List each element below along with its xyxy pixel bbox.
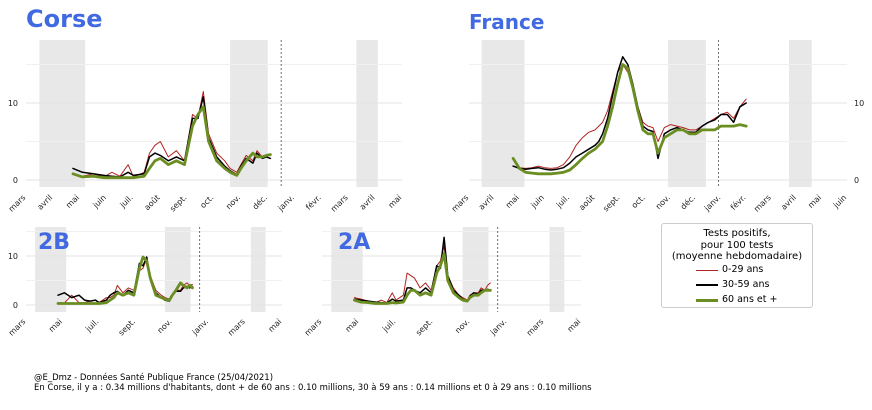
x-tick-2-5: janv.: [190, 317, 210, 337]
panel-title-2: 2B: [38, 230, 70, 255]
x-tick-3-2: juil.: [380, 317, 397, 334]
x-tick-3-1: mai: [343, 317, 360, 334]
x-tick-0-5: août: [143, 193, 162, 212]
legend-label-30-59: 30-59 ans: [722, 278, 770, 290]
x-tick-1-10: janv.: [702, 193, 722, 213]
x-tick-1-1: avril: [477, 193, 496, 212]
x-tick-0-12: mars: [329, 193, 350, 214]
x-tick-0-10: janv.: [276, 193, 296, 213]
x-tick-1-12: mars: [752, 193, 773, 214]
x-tick-0-2: mai: [64, 193, 81, 210]
x-tick-3-3: sept.: [414, 317, 434, 337]
y-tick-1-10: 10: [854, 99, 864, 108]
y-tick-0-10: 10: [8, 99, 18, 108]
x-tick-1-6: sept.: [601, 193, 621, 213]
shade-band-2-2: [250, 227, 266, 312]
x-tick-2-1: mai: [47, 317, 64, 334]
shade-band-2-0: [35, 227, 67, 312]
x-tick-0-1: avril: [36, 193, 55, 212]
x-tick-1-9: déc.: [678, 192, 697, 211]
shade-band-0-0: [39, 40, 86, 187]
x-tick-3-5: janv.: [488, 317, 508, 337]
x-tick-3-6: mars: [525, 317, 546, 338]
x-tick-0-14: mai: [386, 193, 403, 210]
legend-swatch-60: [696, 298, 718, 302]
x-tick-1-11: févr.: [728, 192, 748, 212]
footer-source: @E_Dmz - Données Santé Publique France (…: [34, 373, 274, 383]
x-tick-2-6: mars: [226, 317, 247, 338]
x-tick-3-7: mai: [565, 317, 582, 334]
legend-item-0-29: 0-29 ans: [662, 263, 812, 278]
x-tick-0-0: mars: [7, 193, 28, 214]
x-tick-3-0: mars: [303, 317, 324, 338]
y-tick-2-10: 10: [8, 252, 18, 261]
x-tick-3-4: nov.: [453, 317, 471, 335]
shade-band-1-2: [789, 40, 812, 187]
x-tick-1-15: juin: [831, 193, 848, 210]
y-tick-1-0: 0: [854, 176, 859, 185]
legend-item-30-59: 30-59 ans: [662, 278, 812, 293]
series-line-0-60: [71, 105, 272, 180]
x-tick-1-14: mai: [806, 193, 823, 210]
x-tick-2-2: juil.: [83, 317, 100, 334]
legend-label-0-29: 0-29 ans: [722, 263, 764, 275]
panel-title-1: France: [469, 10, 544, 34]
x-tick-0-8: nov.: [224, 193, 242, 211]
legend: Tests positifs, pour 100 tests (moyenne …: [661, 223, 813, 308]
legend-title-line-1: Tests positifs,: [703, 228, 771, 239]
shade-band-1-1: [668, 40, 706, 187]
x-tick-0-13: avril: [358, 193, 377, 212]
y-tick-2-0: 0: [13, 301, 18, 310]
legend-title: Tests positifs, pour 100 tests (moyenne …: [662, 228, 812, 263]
series-line-1-30-59: [512, 56, 747, 171]
footer-note: @E_Dmz - Données Santé Publique France (…: [34, 373, 592, 393]
panel-title-0: Corse: [26, 5, 103, 33]
legend-title-line-3: (moyenne hebdomadaire): [671, 251, 803, 262]
x-tick-1-0: mars: [450, 193, 471, 214]
x-tick-1-5: août: [577, 193, 596, 212]
y-tick-0-0: 0: [13, 176, 18, 185]
x-tick-0-7: oct.: [198, 193, 215, 210]
legend-swatch-0-29: [696, 269, 718, 271]
x-tick-0-6: sept.: [168, 193, 188, 213]
series-line-3-60: [352, 252, 492, 305]
shade-band-0-1: [230, 40, 268, 187]
x-tick-1-7: oct.: [630, 193, 647, 210]
x-tick-1-8: nov.: [654, 193, 672, 211]
legend-swatch-30-59: [696, 283, 718, 286]
x-tick-2-3: sept.: [117, 317, 137, 337]
x-tick-0-4: juil.: [118, 193, 135, 210]
series-line-2-60: [56, 255, 194, 305]
legend-title-line-2: pour 100 tests: [700, 239, 774, 251]
legend-label-60: 60 ans et +: [722, 293, 778, 305]
x-tick-1-2: mai: [504, 193, 521, 210]
shade-band-3-1: [462, 227, 489, 312]
x-tick-0-3: juin: [91, 193, 108, 210]
shade-band-3-2: [549, 227, 565, 312]
x-tick-1-13: avril: [779, 193, 798, 212]
x-tick-2-0: mars: [7, 317, 28, 338]
series-line-1-60: [511, 63, 748, 176]
footer-population: En Corse, il y a : 0.34 millions d'habit…: [34, 383, 592, 393]
x-tick-2-4: nov.: [156, 317, 174, 335]
x-tick-0-9: déc.: [250, 192, 269, 211]
shade-band-0-2: [356, 40, 378, 187]
x-tick-0-11: févr.: [303, 192, 323, 212]
panel-title-3: 2A: [338, 230, 370, 255]
legend-item-60: 60 ans et +: [662, 293, 812, 308]
x-tick-2-7: mai: [266, 317, 283, 334]
x-tick-1-4: juil.: [554, 193, 571, 210]
x-tick-1-3: juin: [529, 193, 546, 210]
